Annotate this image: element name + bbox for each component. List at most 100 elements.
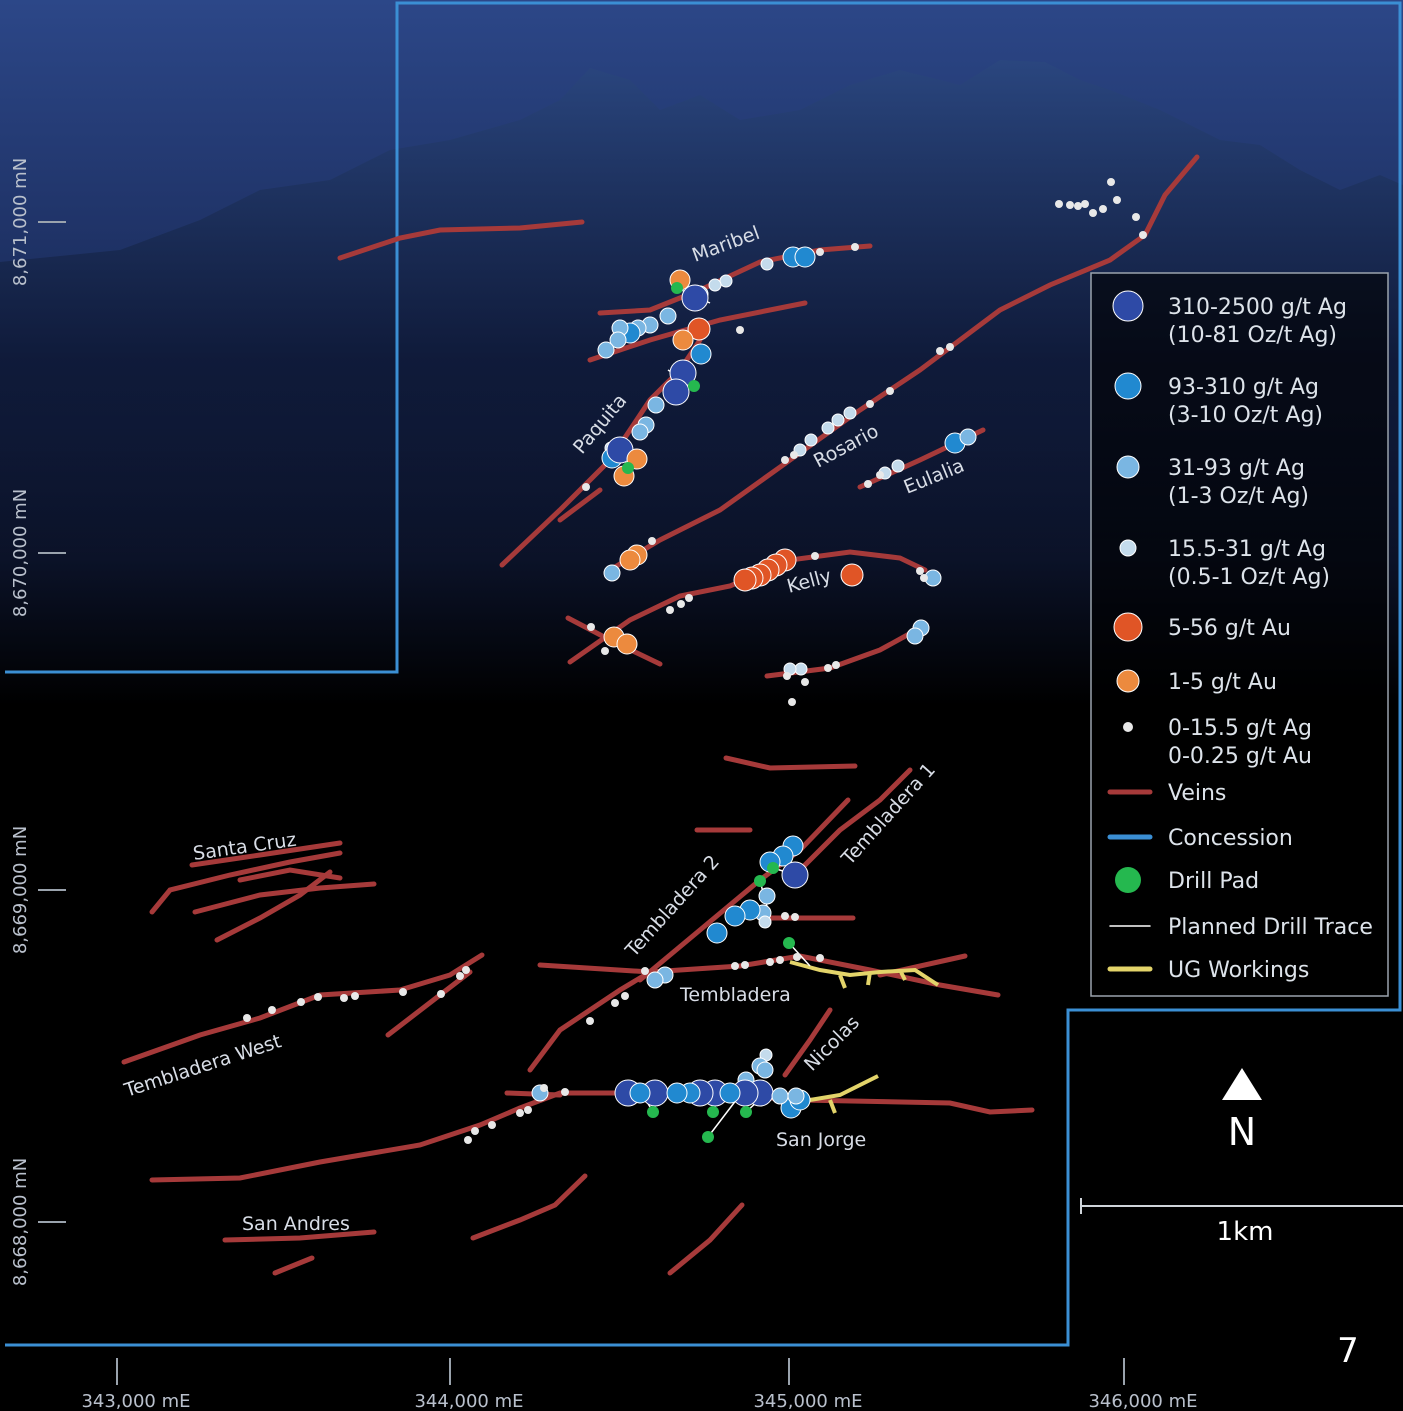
sample xyxy=(831,413,845,427)
sample xyxy=(677,600,685,608)
sample xyxy=(662,378,690,406)
legend-symbol xyxy=(1119,539,1137,557)
legend-label: 310-2500 g/t Ag (10-81 Oz/t Ag) xyxy=(1168,295,1347,348)
sample xyxy=(582,483,590,491)
easting-label: 346,000 mE xyxy=(1088,1391,1197,1411)
drill-pad xyxy=(688,380,700,392)
sample xyxy=(821,421,835,435)
sample xyxy=(781,456,789,464)
sample xyxy=(731,962,739,970)
sample xyxy=(666,606,674,614)
legend: 310-2500 g/t Ag (10-81 Oz/t Ag) 93-310 g/t… xyxy=(1107,290,1373,983)
sample xyxy=(790,451,798,459)
drill-pad xyxy=(622,462,634,474)
legend-label: 93-310 g/t Ag (3-10 Oz/t Ag) xyxy=(1168,375,1323,428)
legend-label: Veins xyxy=(1168,781,1226,806)
sample xyxy=(471,1127,479,1135)
sample xyxy=(843,406,857,420)
sample xyxy=(876,471,884,479)
sample xyxy=(866,400,874,408)
sample xyxy=(766,958,774,966)
sample xyxy=(741,961,749,969)
legend-label: UG Workings xyxy=(1168,958,1309,983)
sample xyxy=(724,905,746,927)
drill-pad xyxy=(707,1106,719,1118)
sample xyxy=(1107,178,1115,186)
sample xyxy=(771,1087,789,1105)
legend-symbol xyxy=(1115,867,1141,893)
drill-pad xyxy=(647,1106,659,1118)
sample xyxy=(629,1082,651,1104)
sample xyxy=(462,966,470,974)
legend-label: 1-5 g/t Au xyxy=(1168,670,1277,695)
sample xyxy=(641,967,649,975)
legend-line: 310-2500 g/t Ag xyxy=(1168,295,1347,320)
sample xyxy=(488,1121,496,1129)
legend-line: Drill Pad xyxy=(1168,869,1259,894)
legend-line: (10-81 Oz/t Ag) xyxy=(1168,323,1337,348)
legend-line: 31-93 g/t Ag xyxy=(1168,456,1305,481)
sample xyxy=(340,994,348,1002)
sample xyxy=(793,953,801,961)
legend-symbol xyxy=(1116,669,1140,693)
legend-line: (1-3 Oz/t Ag) xyxy=(1168,484,1309,509)
sample xyxy=(886,387,894,395)
sample xyxy=(708,278,722,292)
sample xyxy=(399,988,407,996)
sample xyxy=(851,243,859,251)
sample xyxy=(804,433,818,447)
samples xyxy=(243,178,1147,1144)
label-san-jorge: San Jorge xyxy=(776,1129,866,1151)
legend-line: 15.5-31 g/t Ag xyxy=(1168,537,1326,562)
sample xyxy=(464,1136,472,1144)
legend-label: 0-15.5 g/t Ag 0-0.25 g/t Au xyxy=(1168,716,1312,769)
legend-symbol xyxy=(1116,455,1140,479)
legend-symbol xyxy=(1123,722,1133,732)
label-san-andres: San Andres xyxy=(242,1213,350,1235)
legend-line: Planned Drill Trace xyxy=(1168,915,1373,940)
legend-label: Concession xyxy=(1168,826,1293,851)
sample xyxy=(776,956,784,964)
sample xyxy=(936,347,944,355)
legend-label: Planned Drill Trace xyxy=(1168,915,1373,940)
sample xyxy=(1066,201,1074,209)
legend-line: (3-10 Oz/t Ag) xyxy=(1168,403,1323,428)
sample xyxy=(794,662,808,676)
sample xyxy=(891,459,905,473)
sample xyxy=(801,678,809,686)
sample xyxy=(840,563,864,587)
sample xyxy=(687,317,711,341)
sample xyxy=(1139,231,1147,239)
legend-symbol xyxy=(1114,372,1142,400)
sample xyxy=(1055,200,1063,208)
sample xyxy=(1099,205,1107,213)
label-tembladera: Tembladera xyxy=(679,984,791,1006)
drill-pad xyxy=(671,282,683,294)
legend-line: Veins xyxy=(1168,781,1226,806)
sample xyxy=(783,672,791,680)
northing-label: 8,670,000 mN xyxy=(10,489,31,617)
sample xyxy=(619,549,641,571)
sample xyxy=(690,343,712,365)
sample xyxy=(719,274,733,288)
sample xyxy=(647,396,665,414)
sample xyxy=(816,248,824,256)
sample xyxy=(791,913,799,921)
legend-line: UG Workings xyxy=(1168,958,1309,983)
sample xyxy=(706,922,728,944)
sample xyxy=(736,326,744,334)
drill-pad xyxy=(754,875,766,887)
north-label: N xyxy=(1228,1110,1256,1154)
sample xyxy=(824,664,832,672)
legend-symbol xyxy=(1112,290,1144,322)
sample xyxy=(297,998,305,1006)
page-number: 7 xyxy=(1337,1331,1359,1371)
sample xyxy=(314,993,322,1001)
sample xyxy=(456,972,464,980)
sample xyxy=(597,341,615,359)
scale-label: 1km xyxy=(1217,1217,1274,1247)
sample xyxy=(659,307,677,325)
sample xyxy=(601,647,609,655)
axes: 343,000 mE 344,000 mE 345,000 mE 346,000 mE… xyxy=(10,158,1198,1411)
